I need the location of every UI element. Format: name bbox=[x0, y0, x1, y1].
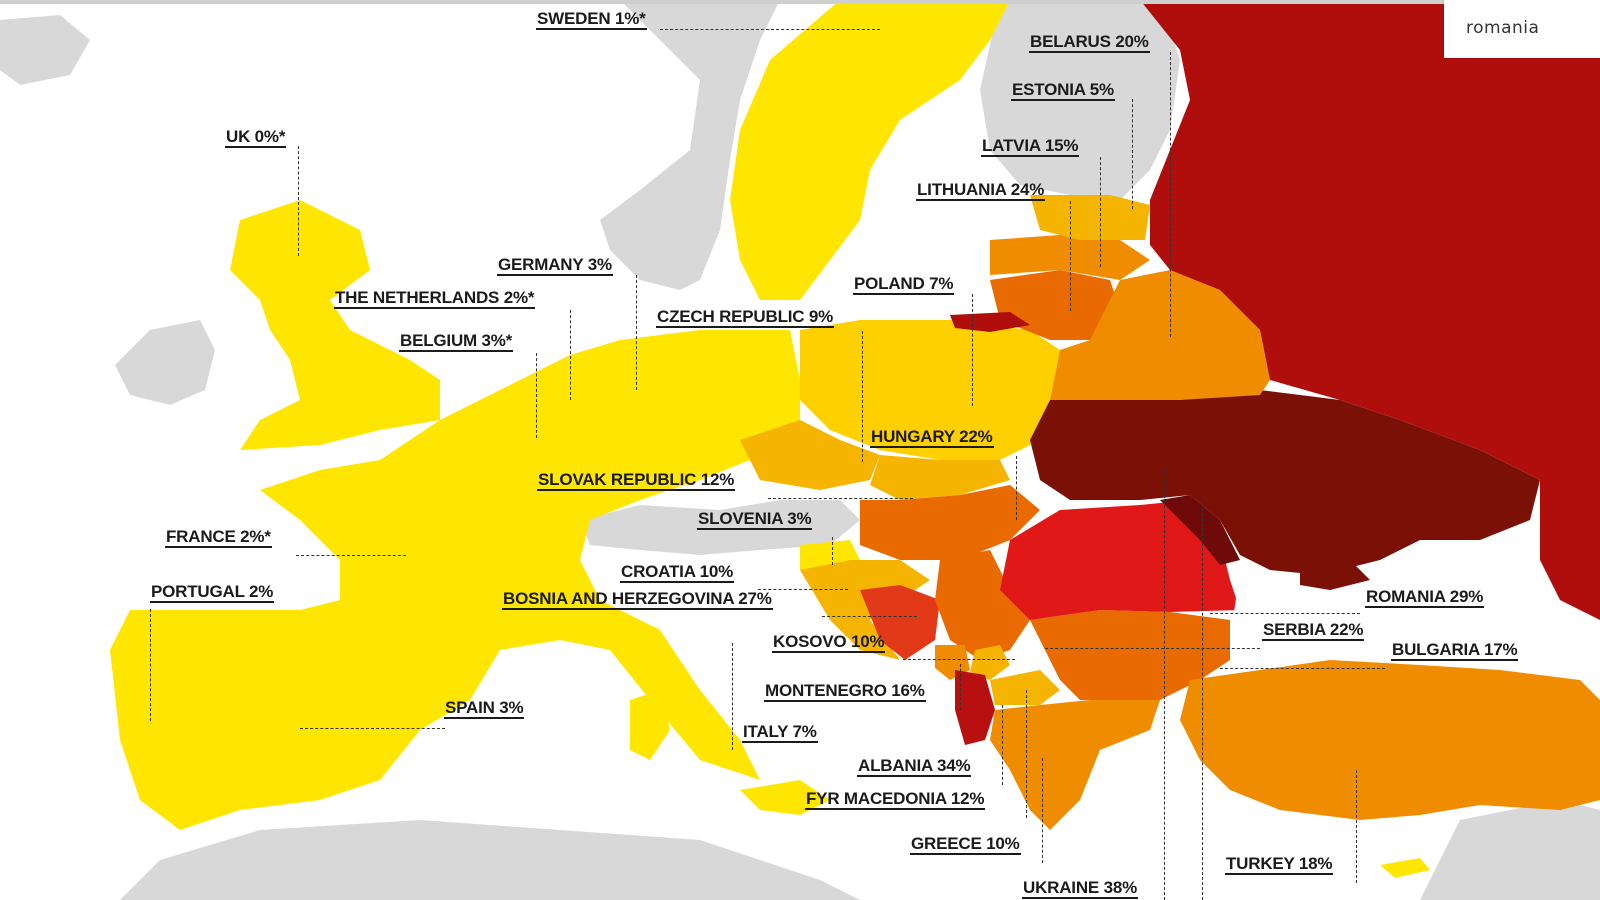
region-hungary bbox=[860, 485, 1040, 560]
label-belgium: BELGIUM 3%* bbox=[399, 331, 514, 352]
label-spain: SPAIN 3% bbox=[444, 698, 525, 719]
iceland-area bbox=[0, 15, 90, 85]
label-lithuania: LITHUANIA 24% bbox=[916, 180, 1046, 201]
crimea bbox=[1300, 560, 1370, 590]
label-estonia: ESTONIA 5% bbox=[1011, 80, 1115, 101]
leader-kosovo bbox=[903, 659, 1015, 660]
label-bosnia: BOSNIA AND HERZEGOVINA 27% bbox=[502, 589, 773, 610]
leader-romania bbox=[1202, 508, 1203, 900]
leader-slovakia bbox=[768, 498, 913, 499]
region-serbia bbox=[935, 550, 1030, 660]
label-hungary: HUNGARY 22% bbox=[870, 427, 994, 448]
leader-germany bbox=[636, 275, 637, 390]
label-slovakia: SLOVAK REPUBLIC 12% bbox=[537, 470, 736, 491]
label-ukraine: UKRAINE 38% bbox=[1022, 878, 1138, 899]
region-czech bbox=[740, 420, 880, 490]
leader-latvia bbox=[1100, 157, 1101, 267]
region-sweden bbox=[730, 0, 1010, 300]
middle-east bbox=[1420, 800, 1600, 900]
leader-belgium bbox=[536, 353, 537, 438]
region-albania bbox=[955, 670, 995, 745]
switzerland-austria bbox=[580, 500, 860, 555]
label-greece: GREECE 10% bbox=[910, 834, 1021, 855]
leader-sweden bbox=[660, 29, 880, 30]
leader-lithuania bbox=[1070, 201, 1071, 311]
region-turkey bbox=[1180, 660, 1600, 820]
search-tag[interactable]: romania bbox=[1444, 0, 1600, 58]
black-sea bbox=[1230, 570, 1540, 655]
label-france: FRANCE 2%* bbox=[165, 527, 272, 548]
label-uk: UK 0%* bbox=[225, 127, 287, 148]
label-serbia: SERBIA 22% bbox=[1262, 620, 1365, 641]
ireland bbox=[115, 320, 215, 405]
label-italy: ITALY 7% bbox=[742, 722, 818, 743]
region-bosnia bbox=[860, 585, 940, 660]
label-poland: POLAND 7% bbox=[853, 274, 955, 295]
leader-hungary bbox=[1016, 456, 1017, 520]
leader-greece bbox=[1042, 758, 1043, 863]
leader-croatia bbox=[758, 589, 848, 590]
label-latvia: LATVIA 15% bbox=[981, 136, 1080, 157]
region-moldova bbox=[1160, 495, 1240, 565]
region-macedonia bbox=[990, 670, 1060, 705]
region-slovakia bbox=[870, 455, 1010, 500]
region-kaliningrad bbox=[950, 312, 1030, 332]
label-kosovo: KOSOVO 10% bbox=[772, 632, 886, 653]
label-netherlands: THE NETHERLANDS 2%* bbox=[334, 288, 536, 309]
sardinia bbox=[630, 690, 670, 760]
top-border bbox=[0, 0, 1600, 4]
norway bbox=[600, 0, 780, 290]
region-romania bbox=[1000, 500, 1240, 620]
leader-bosnia bbox=[822, 616, 917, 617]
leader-netherlands bbox=[570, 310, 571, 400]
label-bulgaria: BULGARIA 17% bbox=[1391, 640, 1519, 661]
leader-serbia bbox=[1045, 648, 1260, 649]
label-slovenia: SLOVENIA 3% bbox=[697, 509, 813, 530]
leader-turkey bbox=[1356, 770, 1357, 883]
leader-albania bbox=[1002, 705, 1003, 785]
leader-czech bbox=[862, 331, 863, 462]
leader-uk bbox=[298, 146, 299, 256]
label-sweden: SWEDEN 1%* bbox=[536, 9, 647, 30]
leader-romania-h bbox=[1210, 613, 1360, 614]
label-turkey: TURKEY 18% bbox=[1225, 854, 1334, 875]
leader-ukraine bbox=[1164, 470, 1165, 900]
leader-poland bbox=[972, 294, 973, 406]
label-czech: CZECH REPUBLIC 9% bbox=[656, 307, 835, 328]
leader-slovenia bbox=[832, 537, 833, 565]
cyprus bbox=[1380, 858, 1430, 878]
leader-france bbox=[296, 555, 406, 556]
leader-italy bbox=[732, 643, 733, 750]
label-romania: ROMANIA 29% bbox=[1365, 587, 1485, 608]
label-belarus: BELARUS 20% bbox=[1029, 32, 1150, 53]
region-estonia bbox=[1030, 195, 1150, 240]
leader-bulgaria bbox=[1220, 668, 1385, 669]
search-tag-text: romania bbox=[1466, 18, 1540, 38]
leader-montenegro bbox=[960, 664, 961, 710]
label-macedonia: FYR MACEDONIA 12% bbox=[805, 789, 986, 810]
leader-belarus bbox=[1170, 52, 1171, 337]
region-bulgaria bbox=[1030, 610, 1230, 700]
label-albania: ALBANIA 34% bbox=[857, 756, 972, 777]
sicily bbox=[740, 780, 830, 815]
region-west bbox=[110, 330, 800, 830]
region-greece bbox=[990, 700, 1160, 830]
north-africa bbox=[120, 820, 860, 900]
label-germany: GERMANY 3% bbox=[497, 255, 613, 276]
region-ukraine bbox=[1030, 390, 1540, 575]
label-portugal: PORTUGAL 2% bbox=[150, 582, 275, 603]
leader-spain bbox=[300, 728, 445, 729]
label-croatia: CROATIA 10% bbox=[620, 562, 735, 583]
region-kosovo bbox=[970, 645, 1010, 680]
region-croatia bbox=[800, 560, 930, 660]
leader-portugal bbox=[150, 609, 151, 721]
region-belarus bbox=[1050, 270, 1270, 400]
label-montenegro: MONTENEGRO 16% bbox=[764, 681, 926, 702]
region-uk bbox=[230, 200, 440, 450]
leader-macedonia bbox=[1026, 690, 1027, 818]
leader-estonia bbox=[1132, 99, 1133, 209]
region-poland bbox=[800, 320, 1060, 460]
region-russia bbox=[1140, 0, 1600, 620]
